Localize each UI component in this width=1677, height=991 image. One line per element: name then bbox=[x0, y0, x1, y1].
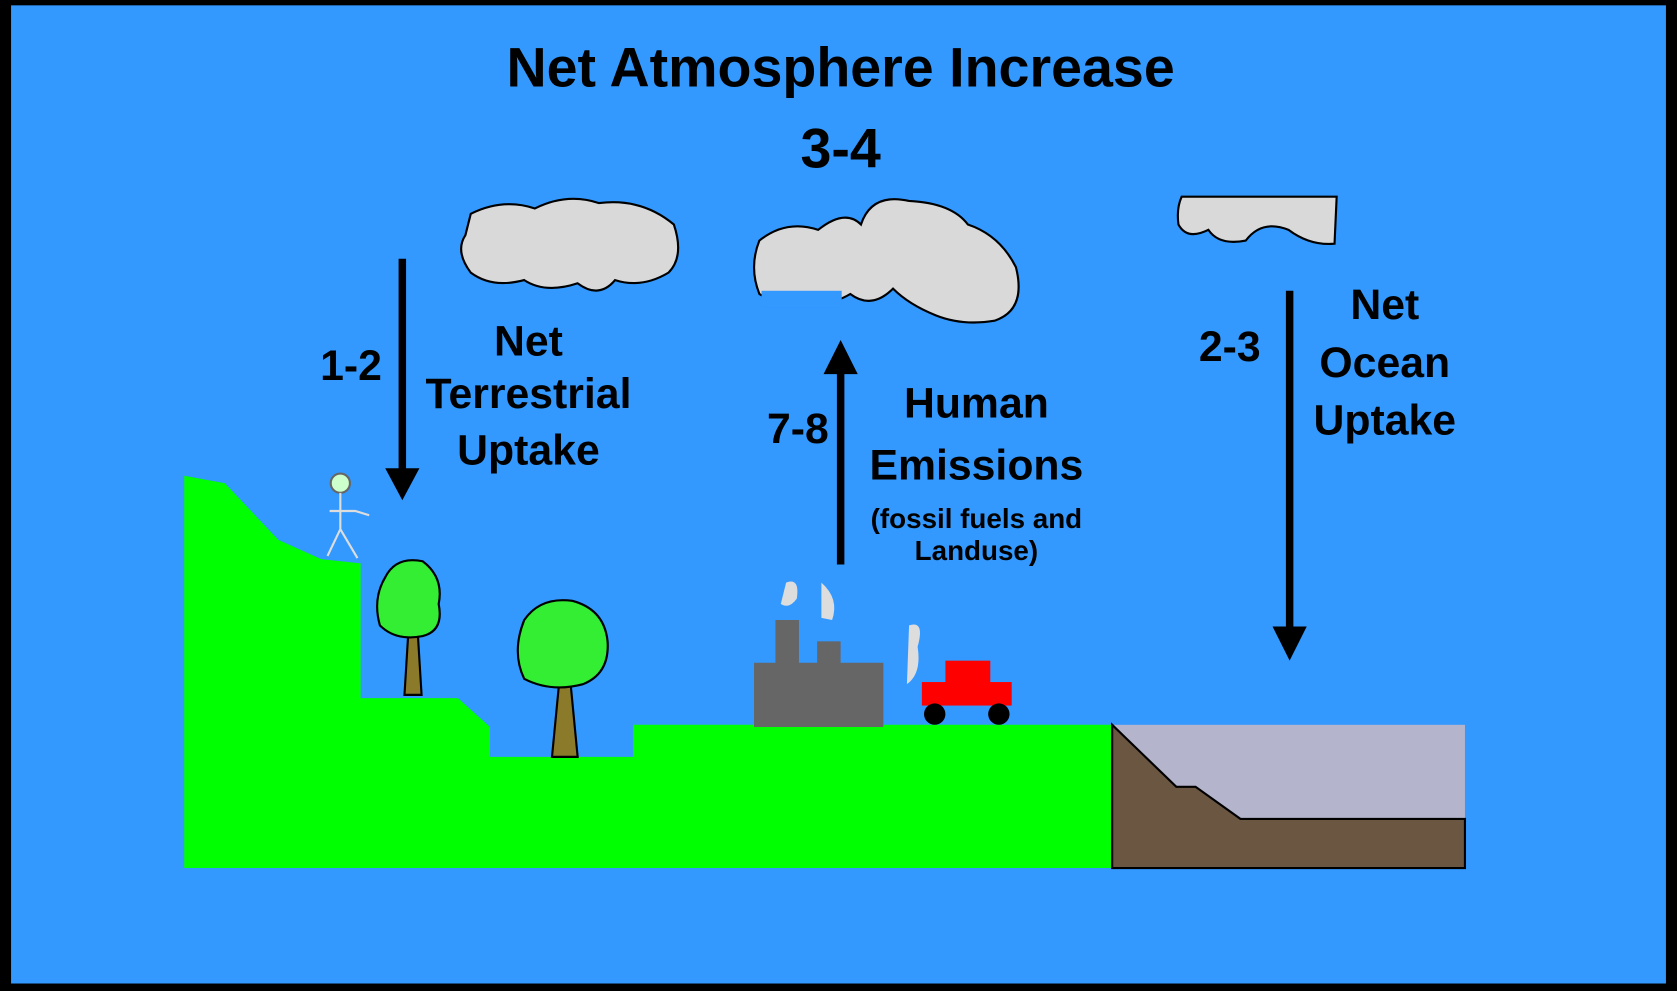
flow-value: 1-2 bbox=[320, 342, 382, 390]
flow-note: Landuse) bbox=[915, 535, 1038, 566]
net-value: 3-4 bbox=[800, 118, 880, 180]
diagram: Net Atmosphere Increase 3-4 1-2 Net Terr… bbox=[0, 0, 1677, 991]
flow-label: Net bbox=[1350, 281, 1419, 329]
flow-value: 2-3 bbox=[1199, 323, 1261, 371]
cloud bbox=[461, 199, 678, 291]
page: {"header": {"title": "Net Atmosphere Inc… bbox=[0, 0, 1677, 991]
flow-value: 7-8 bbox=[767, 405, 829, 453]
flow-label: Uptake bbox=[457, 427, 600, 475]
flow-label: Terrestrial bbox=[426, 370, 632, 418]
flow-label: Human bbox=[904, 380, 1049, 428]
flow-label: Emissions bbox=[869, 442, 1083, 490]
flow-label: Uptake bbox=[1313, 397, 1456, 445]
title: Net Atmosphere Increase bbox=[507, 36, 1175, 98]
flow-label: Net bbox=[494, 318, 563, 366]
flow-note: (fossil fuels and bbox=[871, 503, 1082, 534]
flow-label: Ocean bbox=[1319, 339, 1450, 387]
